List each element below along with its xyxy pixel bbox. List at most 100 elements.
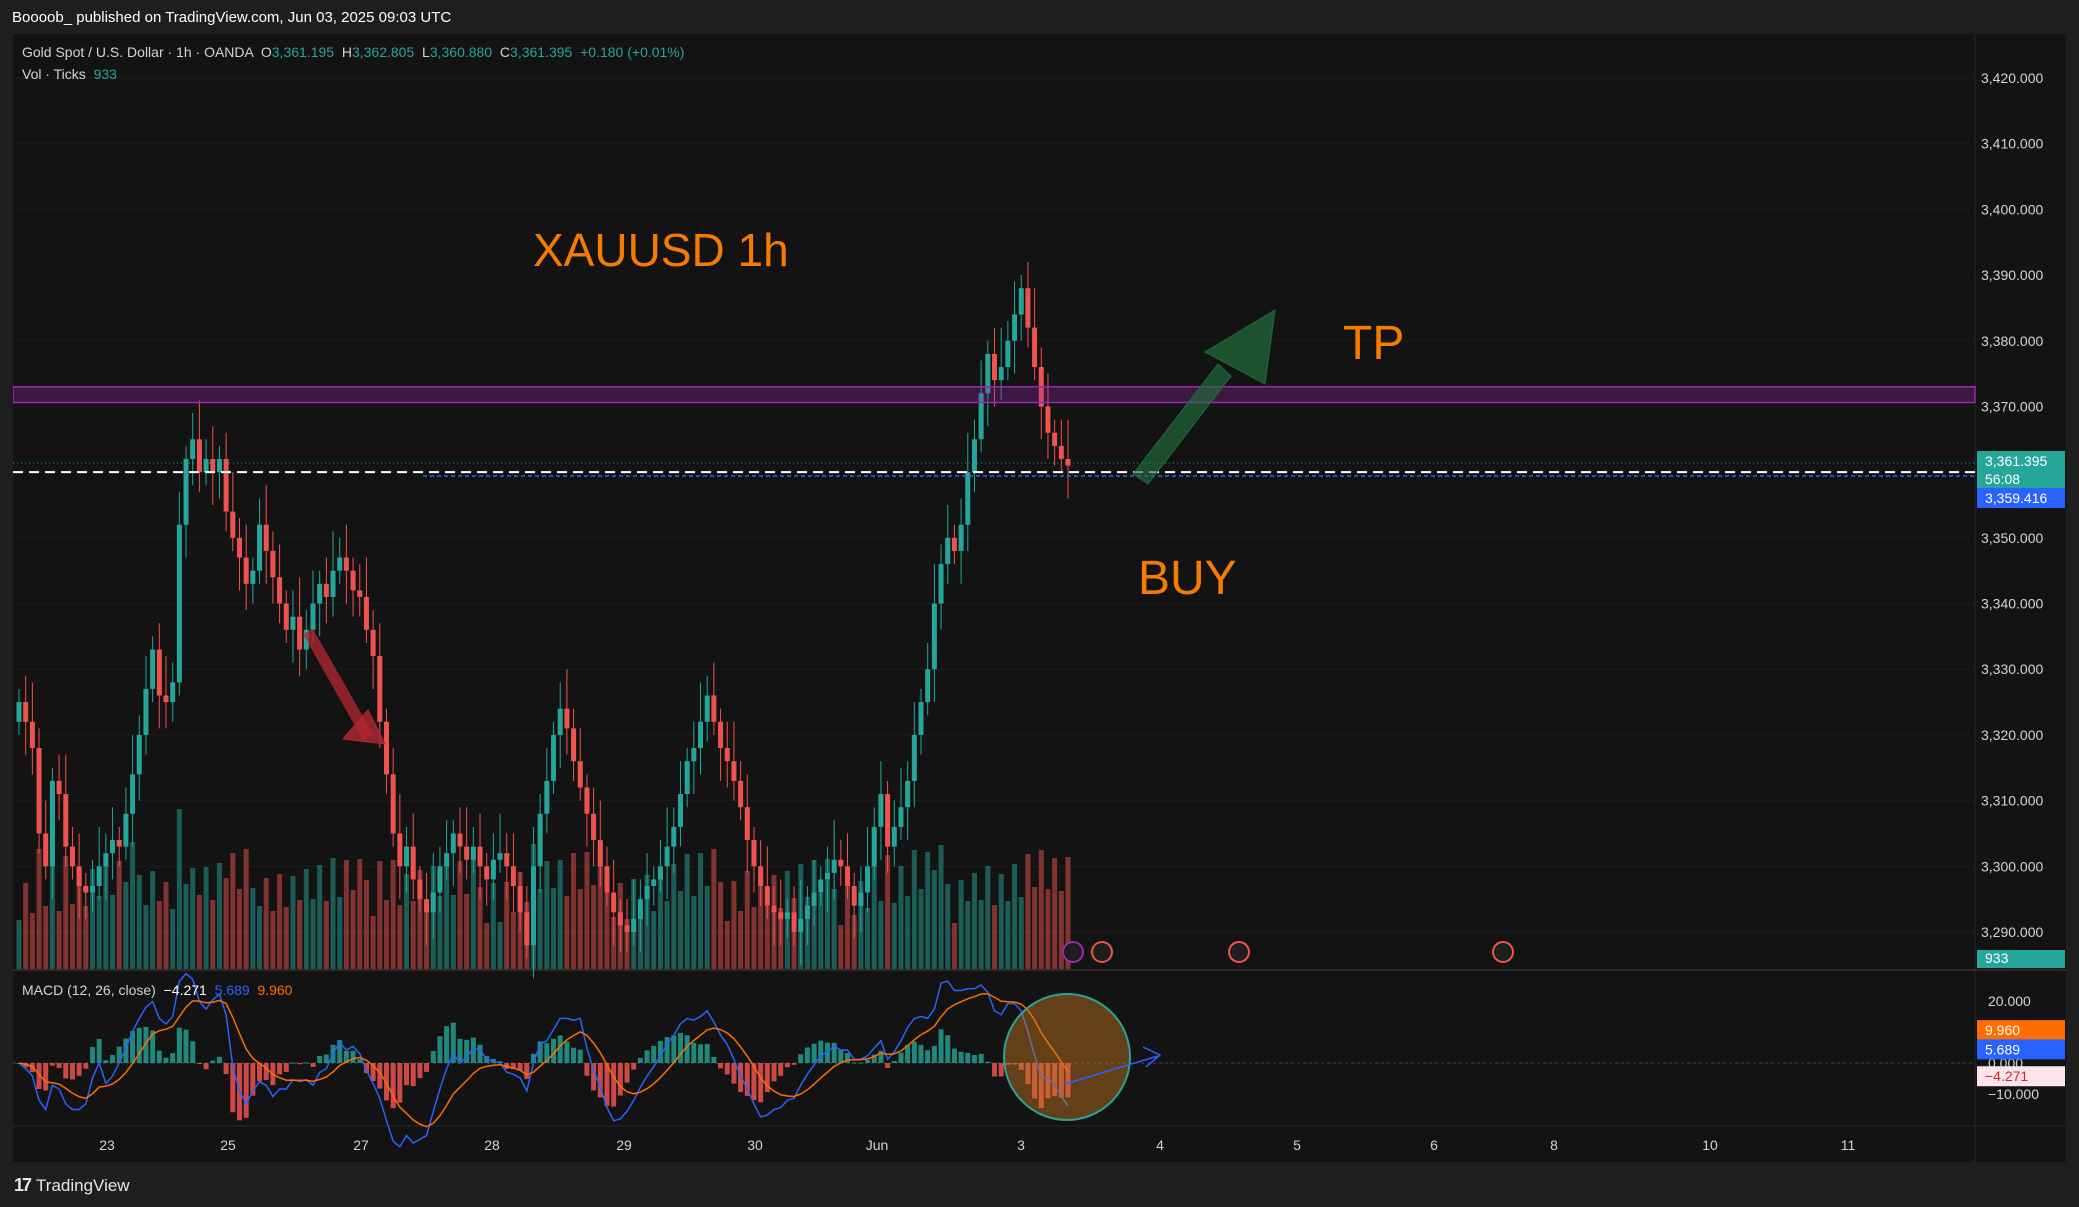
candle-body [357,590,363,597]
volume-bar [377,861,383,969]
candle-body [851,886,857,906]
volume-bar [297,900,303,969]
price-tick-label: 3,380.000 [1981,333,2043,349]
up-arrow-shaft [1132,363,1232,485]
macd-hist-bar [818,1040,824,1063]
macd-hist-bar [671,1035,677,1063]
candle-body [918,702,924,735]
macd-hist-bar [196,1063,202,1064]
candle-body [1005,340,1011,368]
macd-hist-bar [390,1063,396,1109]
volume-bar [905,896,911,969]
macd-hist-bar [564,1041,570,1063]
macd-hist-bar [657,1040,663,1063]
candle-body [370,629,376,657]
volume-bar [577,889,583,969]
macd-hist-bar [136,1027,142,1063]
macd-hist-bar [317,1055,323,1063]
volume-label: Vol · Ticks [22,66,86,82]
candle-body [1025,288,1031,328]
macd-hist-bar [183,1029,189,1063]
candle-body [16,702,22,722]
volume-bar [444,865,450,969]
macd-hist-bar [404,1063,410,1086]
volume-bar [530,844,536,969]
candle-body [283,603,289,630]
volume-bar [1005,901,1011,969]
macd-signal-tag-bg [1977,1039,2065,1060]
volume-bar [150,871,156,969]
candle-body [270,550,276,578]
candle-body [965,472,971,525]
volume-bar [644,875,650,969]
xauusd-title-annotation: XAUUSD 1h [533,224,789,276]
macd-hist-bar [156,1050,162,1063]
candle-body [684,761,690,795]
macd-hist-bar [945,1035,951,1063]
close-value: 3,361.395 [510,44,573,60]
candle-body [23,702,29,722]
candle-body [604,866,610,893]
macd-hist-bar [1058,1063,1064,1098]
volume-bar [571,853,577,969]
tradingview-logo[interactable]: 17 TradingView [14,1175,130,1196]
top-bar: Boooob_ published on TradingView.com, Ju… [0,0,2079,34]
candle-body [731,761,737,781]
macd-hist-bar [243,1063,249,1118]
candle-body [123,813,129,847]
volume-bar [136,875,142,969]
macd-hist-bar [1038,1063,1044,1109]
time-axis-label: 10 [1702,1137,1718,1153]
macd-signal-value: 5.689 [214,982,250,998]
candle-body [1045,406,1051,433]
macd-hist-bar [965,1052,971,1063]
volume-tag: 933 [1985,950,2009,966]
volume-bar [791,898,797,969]
macd-hist-bar [597,1063,603,1098]
macd-hist-bar [424,1063,430,1072]
macd-hist-bar [985,1061,991,1063]
volume-bar [617,883,623,969]
macd-hist-bar [49,1063,55,1066]
macd-hist-bar [858,1062,864,1064]
volume-bar [1025,854,1031,969]
macd-hist-bar [357,1059,363,1063]
macd-hist-bar [978,1053,984,1063]
volume-bar [724,921,730,969]
macd-hist-tag-bg [1977,1020,2065,1041]
candle-body [377,656,383,722]
volume-bar [49,845,55,969]
macd-hist-bar [824,1042,830,1063]
macd-hist-bar [1018,1063,1024,1070]
macd-hist-bar [143,1026,149,1063]
volume-bar [103,862,109,969]
macd-hist-bar [63,1063,69,1079]
candle-body [1012,314,1018,341]
candle-body [504,853,510,867]
volume-bar [738,911,744,969]
macd-hist-bar [617,1063,623,1096]
volume-bar [784,871,790,969]
volume-bar [457,861,463,969]
candle-body [243,557,249,584]
volume-bar [404,874,410,969]
volume-bar [437,896,443,969]
volume-value: 933 [93,66,117,82]
candle-body [330,570,336,597]
chart-area[interactable]: 3,420.000 3,410.000 3,400.000 3,390.000 3,38… [13,34,2066,1162]
volume-bar [390,860,396,969]
volume-bar [838,925,844,969]
candle-body [764,886,770,906]
macd-hist-bar [69,1063,75,1080]
candle-body [845,866,851,887]
macd-hist-bar [958,1051,964,1063]
buy-annotation: BUY [1138,552,1237,605]
macd-hist-bar [517,1063,523,1071]
candle-body [470,846,476,860]
volume-bar [196,895,202,969]
candle-body [337,557,343,571]
candle-body [998,367,1004,381]
tp-zone [13,386,1976,404]
volume-bar [323,901,329,969]
macd-tick-label: −10.000 [1988,1086,2039,1102]
